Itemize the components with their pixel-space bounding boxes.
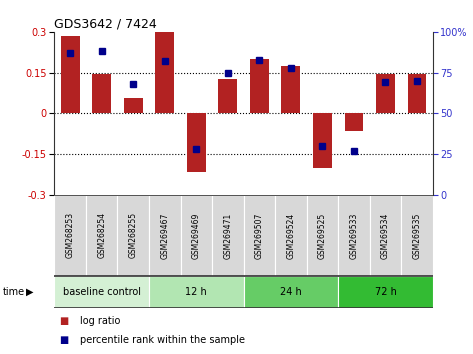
Text: percentile rank within the sample: percentile rank within the sample	[80, 335, 245, 345]
Bar	[219, 79, 237, 113]
Text: ■: ■	[59, 316, 69, 326]
Text: ▶: ▶	[26, 287, 33, 297]
Text: GSM269524: GSM269524	[286, 212, 296, 258]
Bar	[344, 113, 363, 131]
Text: 12 h: 12 h	[185, 287, 207, 297]
Text: log ratio: log ratio	[80, 316, 121, 326]
Bar	[338, 276, 433, 308]
Bar	[244, 276, 338, 308]
Bar	[401, 195, 433, 276]
Text: GDS3642 / 7424: GDS3642 / 7424	[54, 18, 157, 31]
Text: baseline control: baseline control	[63, 287, 140, 297]
Text: GSM269507: GSM269507	[255, 212, 264, 259]
Text: GSM269534: GSM269534	[381, 212, 390, 259]
Text: 24 h: 24 h	[280, 287, 302, 297]
Bar	[376, 74, 395, 113]
Bar	[124, 98, 143, 113]
Bar	[212, 195, 244, 276]
Bar	[281, 66, 300, 113]
Bar	[54, 195, 86, 276]
Bar	[275, 195, 307, 276]
Bar	[408, 74, 427, 113]
Text: GSM269467: GSM269467	[160, 212, 169, 259]
Bar	[187, 113, 206, 172]
Bar	[61, 36, 79, 113]
Bar	[117, 195, 149, 276]
Text: GSM268253: GSM268253	[66, 212, 75, 258]
Text: GSM269525: GSM269525	[318, 212, 327, 258]
Bar	[250, 59, 269, 113]
Bar	[54, 276, 149, 308]
Text: ■: ■	[59, 335, 69, 345]
Text: GSM269535: GSM269535	[412, 212, 421, 259]
Bar	[155, 30, 174, 113]
Bar	[86, 195, 117, 276]
Text: GSM269471: GSM269471	[223, 212, 232, 258]
Bar	[92, 74, 111, 113]
Bar	[149, 276, 244, 308]
Bar	[149, 195, 181, 276]
Text: GSM269533: GSM269533	[350, 212, 359, 259]
Text: GSM268255: GSM268255	[129, 212, 138, 258]
Bar	[338, 195, 370, 276]
Text: GSM268254: GSM268254	[97, 212, 106, 258]
Bar	[370, 195, 401, 276]
Text: time: time	[2, 287, 25, 297]
Text: GSM269469: GSM269469	[192, 212, 201, 259]
Text: 72 h: 72 h	[375, 287, 396, 297]
Bar	[313, 113, 332, 167]
Bar	[181, 195, 212, 276]
Bar	[244, 195, 275, 276]
Bar	[307, 195, 338, 276]
